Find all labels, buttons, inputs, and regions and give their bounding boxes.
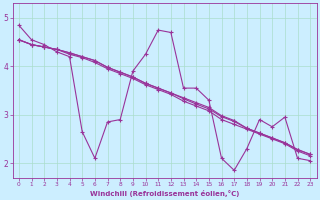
- X-axis label: Windchill (Refroidissement éolien,°C): Windchill (Refroidissement éolien,°C): [90, 190, 239, 197]
